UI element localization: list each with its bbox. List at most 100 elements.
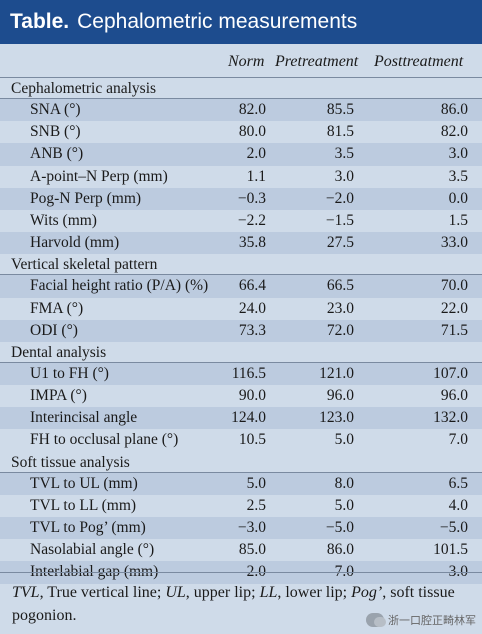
cell-norm: 116.5 xyxy=(216,365,266,383)
table-row: Interincisal angle 124.0 123.0 132.0 xyxy=(0,407,482,429)
table-title-text: Cephalometric measurements xyxy=(77,10,357,34)
cell-pretreatment: 3.0 xyxy=(304,168,354,186)
table-row: FMA (°) 24.0 23.0 22.0 xyxy=(0,298,482,320)
row-label: FH to occlusal plane (°) xyxy=(30,431,178,449)
cell-pretreatment: 5.0 xyxy=(304,497,354,515)
table-row: Harvold (mm) 35.8 27.5 33.0 xyxy=(0,232,482,254)
table-body: Cephalometric analysis SNA (°) 82.0 85.5 86.… xyxy=(0,78,482,584)
cell-posttreatment: 107.0 xyxy=(418,365,468,383)
column-header-pretreatment: Pretreatment xyxy=(275,53,358,71)
footnote-segment: LL xyxy=(260,584,278,601)
cell-pretreatment: 23.0 xyxy=(304,300,354,318)
cell-posttreatment: 4.0 xyxy=(418,497,468,515)
cell-posttreatment: 86.0 xyxy=(418,101,468,119)
table-row: Pog-N Perp (mm) −0.3 −2.0 0.0 xyxy=(0,188,482,210)
cell-posttreatment: 7.0 xyxy=(418,431,468,449)
footnote-segment: , True vertical line; xyxy=(40,584,166,601)
footnote-segment: TVL xyxy=(12,584,40,601)
watermark-text: 浙一口腔正畸林军 xyxy=(388,612,476,628)
cell-norm: −3.0 xyxy=(216,519,266,537)
cell-pretreatment: 121.0 xyxy=(304,365,354,383)
footnote-segment: Pog’ xyxy=(351,584,382,601)
row-label: TVL to Pog’ (mm) xyxy=(30,519,146,537)
table-title-lead: Table. xyxy=(10,10,69,34)
cell-pretreatment: 85.5 xyxy=(304,101,354,119)
row-label: Nasolabial angle (°) xyxy=(30,541,154,559)
cell-norm: 35.8 xyxy=(216,234,266,252)
cell-norm: 10.5 xyxy=(216,431,266,449)
row-label: SNA (°) xyxy=(30,101,81,119)
cell-norm: −2.2 xyxy=(216,212,266,230)
wechat-icon xyxy=(366,613,384,627)
cell-posttreatment: −5.0 xyxy=(418,519,468,537)
table-row: TVL to LL (mm) 2.5 5.0 4.0 xyxy=(0,495,482,517)
cell-posttreatment: 82.0 xyxy=(418,123,468,141)
cell-norm: 66.4 xyxy=(216,277,266,295)
section-header: Cephalometric analysis xyxy=(0,78,482,99)
table-row: A-point–N Perp (mm) 1.1 3.0 3.5 xyxy=(0,166,482,188)
cell-posttreatment: 101.5 xyxy=(418,541,468,559)
row-label: Facial height ratio (P/A) (%) xyxy=(30,277,208,295)
cell-norm: −0.3 xyxy=(216,190,266,208)
table-row: Nasolabial angle (°) 85.0 86.0 101.5 xyxy=(0,539,482,561)
cell-norm: 5.0 xyxy=(216,475,266,493)
table-row: U1 to FH (°) 116.5 121.0 107.0 xyxy=(0,363,482,385)
footnote-segment: , lower lip; xyxy=(277,584,351,601)
table-row: Facial height ratio (P/A) (%) 66.4 66.5 70.… xyxy=(0,275,482,297)
cell-posttreatment: 3.5 xyxy=(418,168,468,186)
footnote-segment: , upper lip; xyxy=(186,584,260,601)
section-header: Vertical skeletal pattern xyxy=(0,254,482,275)
cell-pretreatment: 123.0 xyxy=(304,409,354,427)
column-header-posttreatment: Posttreatment xyxy=(374,53,463,71)
cell-pretreatment: 81.5 xyxy=(304,123,354,141)
table-title: Table. Cephalometric measurements xyxy=(0,0,482,44)
column-header-norm: Norm xyxy=(228,53,264,71)
column-headers: Norm Pretreatment Posttreatment xyxy=(0,44,482,78)
table-row: ODI (°) 73.3 72.0 71.5 xyxy=(0,320,482,342)
footnote-segment: UL xyxy=(165,584,185,601)
cell-pretreatment: 86.0 xyxy=(304,541,354,559)
cell-posttreatment: 71.5 xyxy=(418,322,468,340)
cell-posttreatment: 0.0 xyxy=(418,190,468,208)
row-label: A-point–N Perp (mm) xyxy=(30,168,168,186)
row-label: Pog-N Perp (mm) xyxy=(30,190,141,208)
cell-posttreatment: 1.5 xyxy=(418,212,468,230)
cell-norm: 24.0 xyxy=(216,300,266,318)
table-row: IMPA (°) 90.0 96.0 96.0 xyxy=(0,385,482,407)
row-label: ANB (°) xyxy=(30,145,83,163)
row-label: ODI (°) xyxy=(30,322,78,340)
cell-pretreatment: 5.0 xyxy=(304,431,354,449)
cell-pretreatment: −2.0 xyxy=(304,190,354,208)
row-label: Wits (mm) xyxy=(30,212,97,230)
cell-pretreatment: −1.5 xyxy=(304,212,354,230)
cell-posttreatment: 132.0 xyxy=(418,409,468,427)
cell-posttreatment: 70.0 xyxy=(418,277,468,295)
cell-norm: 80.0 xyxy=(216,123,266,141)
cell-posttreatment: 22.0 xyxy=(418,300,468,318)
table-row: TVL to Pog’ (mm) −3.0 −5.0 −5.0 xyxy=(0,517,482,539)
table-row: Wits (mm) −2.2 −1.5 1.5 xyxy=(0,210,482,232)
table-row: FH to occlusal plane (°) 10.5 5.0 7.0 xyxy=(0,429,482,451)
cell-pretreatment: −5.0 xyxy=(304,519,354,537)
cell-posttreatment: 6.5 xyxy=(418,475,468,493)
table-row: ANB (°) 2.0 3.5 3.0 xyxy=(0,143,482,165)
cell-norm: 82.0 xyxy=(216,101,266,119)
cell-pretreatment: 72.0 xyxy=(304,322,354,340)
watermark: 浙一口腔正畸林军 xyxy=(366,612,476,628)
cell-norm: 124.0 xyxy=(216,409,266,427)
cell-norm: 2.0 xyxy=(216,145,266,163)
cell-posttreatment: 96.0 xyxy=(418,387,468,405)
row-label: IMPA (°) xyxy=(30,387,87,405)
row-label: TVL to LL (mm) xyxy=(30,497,136,515)
row-label: Interincisal angle xyxy=(30,409,137,427)
cell-norm: 2.5 xyxy=(216,497,266,515)
cell-pretreatment: 8.0 xyxy=(304,475,354,493)
cell-pretreatment: 66.5 xyxy=(304,277,354,295)
cell-pretreatment: 27.5 xyxy=(304,234,354,252)
cell-pretreatment: 96.0 xyxy=(304,387,354,405)
cell-posttreatment: 33.0 xyxy=(418,234,468,252)
section-header: Soft tissue analysis xyxy=(0,452,482,473)
cell-norm: 1.1 xyxy=(216,168,266,186)
row-label: U1 to FH (°) xyxy=(30,365,109,383)
table-row: TVL to UL (mm) 5.0 8.0 6.5 xyxy=(0,473,482,495)
